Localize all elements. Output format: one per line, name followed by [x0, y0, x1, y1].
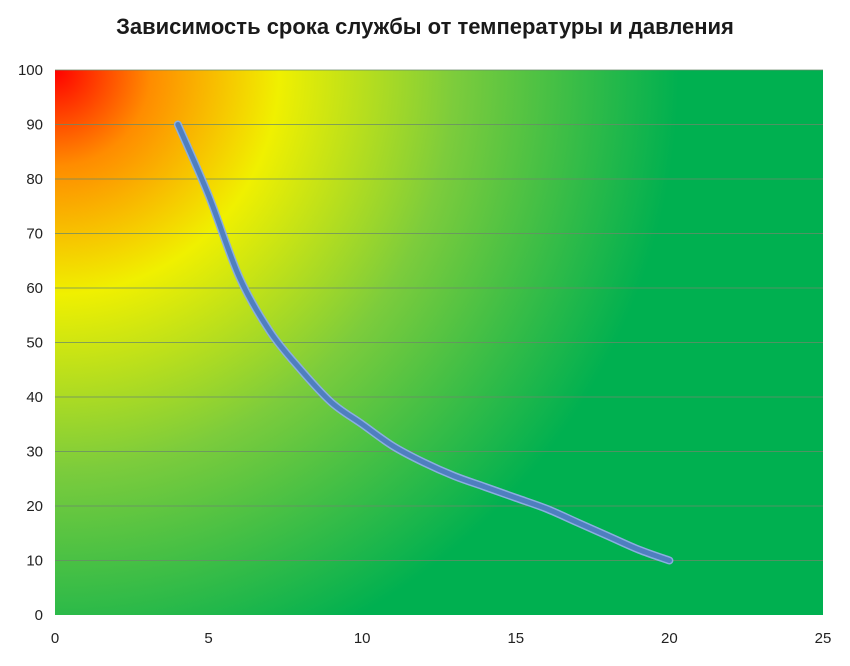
x-tick-label: 0 [51, 630, 59, 647]
axes: 0 10 20 30 40 50 60 70 80 90 100 0 5 10 15 20 25 [18, 62, 831, 647]
y-tick-label: 40 [26, 389, 43, 406]
series-line-0 [175, 122, 672, 563]
y-tick-label: 100 [18, 62, 43, 79]
x-tick-label: 25 [815, 630, 832, 647]
x-tick-label: 5 [204, 630, 212, 647]
gridlines [55, 69, 823, 561]
y-tick-label: 10 [26, 553, 43, 570]
y-tick-label: 90 [26, 117, 43, 134]
x-tick-label: 10 [354, 630, 371, 647]
y-tick-label: 60 [26, 280, 43, 297]
x-tick-label: 15 [507, 630, 524, 647]
y-tick-label: 20 [26, 498, 43, 515]
y-tick-label: 30 [26, 444, 43, 461]
chart-title: Зависимость срока службы от температуры … [116, 14, 734, 39]
y-tick-label: 0 [35, 607, 43, 624]
series-layer [173, 120, 674, 565]
y-tick-label: 80 [26, 171, 43, 188]
y-tick-label: 50 [26, 335, 43, 352]
y-tick-label: 70 [26, 226, 43, 243]
x-tick-label: 20 [661, 630, 678, 647]
